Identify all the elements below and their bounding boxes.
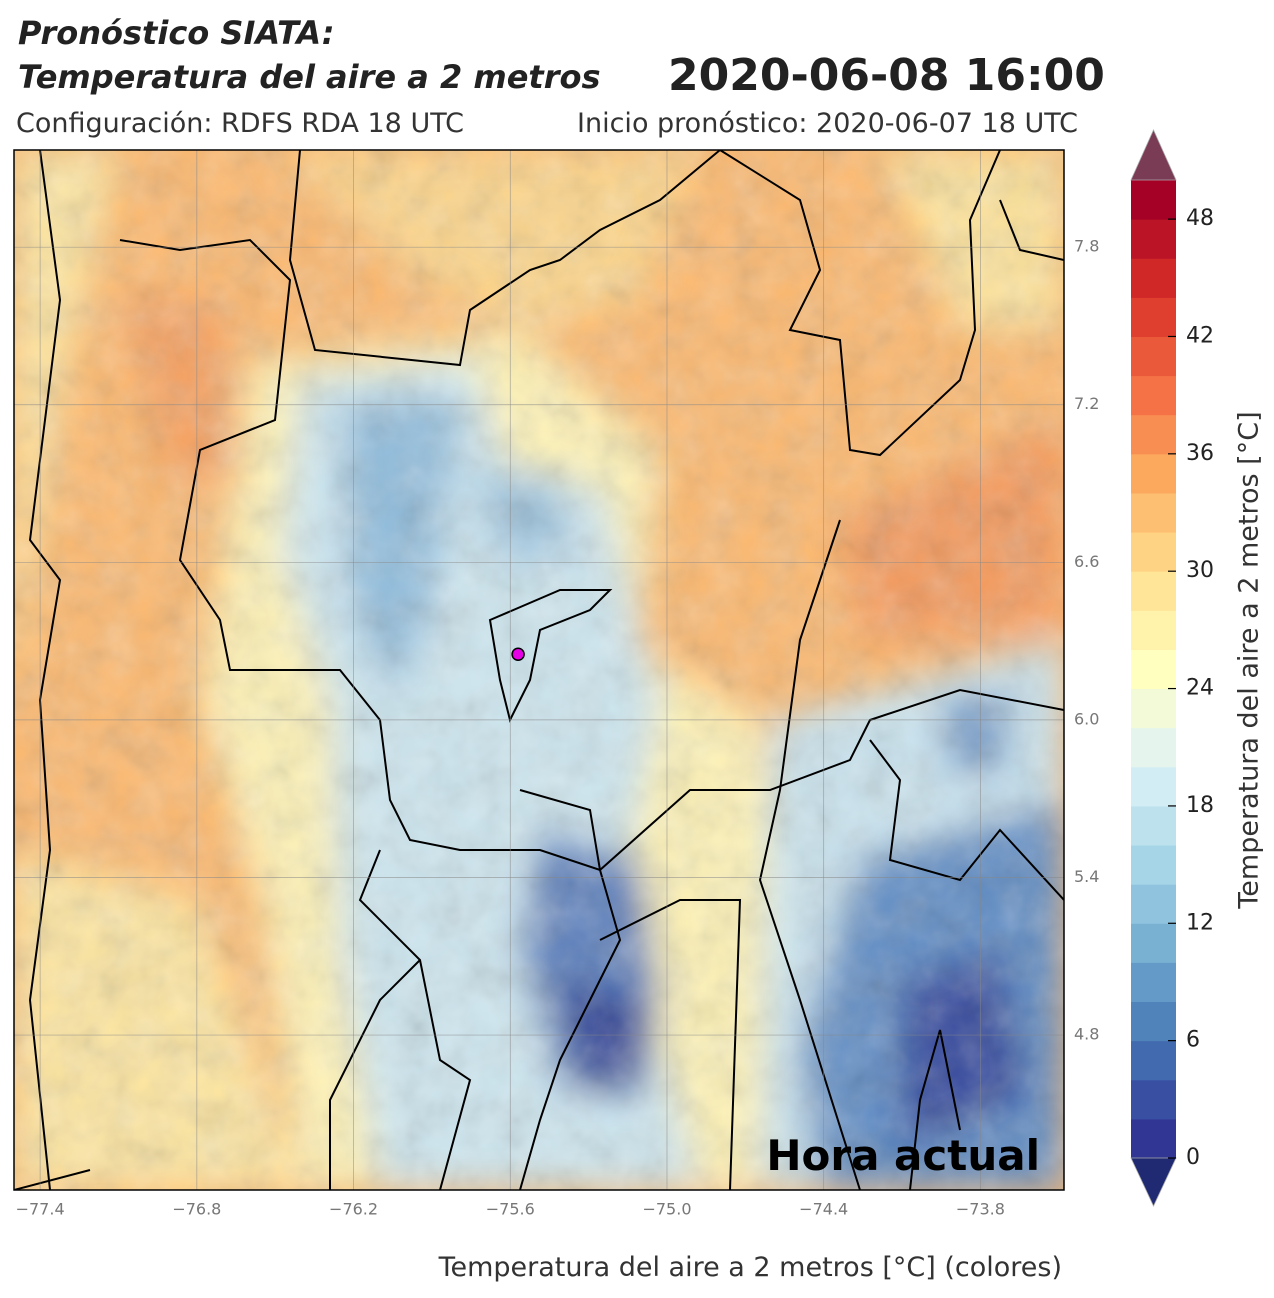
colorbar-segment — [1131, 923, 1176, 963]
colorbar-tick-label: 36 — [1186, 441, 1214, 466]
y-tick-label: 4.8 — [1074, 1025, 1099, 1044]
colorbar-segment — [1131, 1001, 1176, 1042]
y-tick-label: 6.0 — [1074, 709, 1099, 728]
colorbar-segment — [1131, 453, 1176, 494]
map-frame — [13, 149, 1065, 1191]
y-tick-label: 6.6 — [1074, 552, 1099, 571]
colorbar-segment — [1131, 610, 1176, 650]
colorbar-segment — [1131, 375, 1176, 416]
colorbar-segment — [1131, 571, 1176, 611]
colorbar-segment — [1131, 884, 1176, 924]
x-tick-label: −74.4 — [799, 1200, 848, 1219]
colorbar-segment — [1131, 805, 1176, 846]
colorbar-tick-label: 0 — [1186, 1145, 1200, 1170]
colorbar-tick-label: 12 — [1186, 910, 1214, 935]
colorbar-tick-label: 6 — [1186, 1028, 1200, 1053]
title: Temperatura del aire a 2 metros — [18, 58, 601, 96]
colorbar-segment — [1131, 532, 1176, 572]
x-tick-label: −75.6 — [486, 1200, 535, 1219]
x-axis-label: Temperatura del aire a 2 metros [°C] (co… — [438, 1252, 1062, 1283]
annotation: Hora actual — [766, 1131, 1040, 1180]
colorbar-segment — [1131, 766, 1176, 807]
y-tick-label: 7.8 — [1074, 237, 1099, 256]
y-tick-label: 5.4 — [1074, 867, 1099, 886]
x-tick-label: −77.4 — [16, 1200, 65, 1219]
colorbar-segment — [1131, 180, 1176, 220]
x-tick-label: −75.0 — [642, 1200, 691, 1219]
colorbar-label: Temperatura del aire a 2 metros [°C] — [1234, 411, 1265, 909]
date: 2020-06-08 16:00 — [668, 50, 1105, 101]
colorbar-segment — [1131, 649, 1176, 690]
colorbar-segment — [1131, 1118, 1176, 1159]
subtitle: Inicio pronóstico: 2020-06-07 18 UTC — [577, 108, 1078, 139]
grid — [14, 150, 1064, 1190]
x-tick-label: −76.8 — [172, 1200, 221, 1219]
colorbar-segment — [1131, 336, 1176, 377]
colorbar-segment — [1131, 414, 1176, 455]
colorbar-tick-label: 42 — [1186, 323, 1214, 348]
colorbar-extend — [1130, 129, 1177, 181]
subtitle: Configuración: RDFS RDA 18 UTC — [16, 108, 464, 139]
colorbar-tick-label: 48 — [1186, 206, 1214, 231]
colorbar-segment — [1131, 219, 1176, 259]
colorbar-segment — [1131, 845, 1176, 885]
map-field — [14, 150, 1064, 1190]
colorbar-segment — [1131, 1040, 1176, 1081]
location-marker — [511, 647, 525, 661]
title: Pronóstico SIATA: — [18, 14, 335, 52]
colorbar-segment — [1131, 258, 1176, 298]
x-tick-label: −73.8 — [956, 1200, 1005, 1219]
y-tick-label: 7.2 — [1074, 394, 1099, 413]
colorbar-tick-label: 24 — [1186, 676, 1214, 701]
colorbar-segment — [1131, 727, 1176, 768]
colorbar-tick-label: 18 — [1186, 793, 1214, 818]
colorbar-tick-label: 30 — [1186, 558, 1214, 583]
colorbar-segment — [1131, 688, 1176, 729]
colorbar-segment — [1131, 492, 1176, 533]
x-tick-label: −76.2 — [329, 1200, 378, 1219]
colorbar-extend — [1130, 1157, 1177, 1207]
colorbar-segment — [1131, 962, 1176, 1003]
colorbar-segment — [1131, 297, 1176, 337]
colorbar-segment — [1131, 1079, 1176, 1120]
